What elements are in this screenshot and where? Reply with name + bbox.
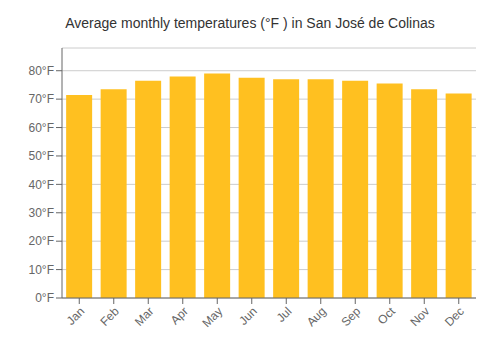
html-text:Average monthly temperatures (: Average monthly temperatures (°F ) in Sa…	[65, 15, 435, 31]
svg-text:50°F: 50°F	[29, 149, 54, 163]
svg-text:Nov: Nov	[407, 304, 432, 329]
svg-text:Sep: Sep	[338, 304, 363, 329]
svg-text:40°F: 40°F	[29, 178, 54, 192]
svg-text:Jun: Jun	[236, 304, 260, 328]
svg-text:Jul: Jul	[274, 304, 295, 325]
svg-text:Dec: Dec	[442, 304, 467, 329]
svg-text:20°F: 20°F	[29, 234, 54, 248]
svg-text:10°F: 10°F	[29, 263, 54, 277]
svg-text:80°F: 80°F	[29, 64, 54, 78]
svg-text:70°F: 70°F	[29, 92, 54, 106]
svg-text:Jan: Jan	[64, 304, 88, 328]
svg-text:0°F: 0°F	[35, 291, 54, 305]
svg-text:May: May	[199, 304, 225, 330]
svg-text:Apr: Apr	[168, 304, 191, 327]
svg-text:Oct: Oct	[375, 304, 399, 328]
svg-text:Mar: Mar	[132, 304, 157, 329]
svg-text:60°F: 60°F	[29, 121, 54, 135]
svg-text:30°F: 30°F	[29, 206, 54, 220]
svg-text:Feb: Feb	[97, 304, 122, 329]
svg-text:Aug: Aug	[304, 304, 329, 329]
